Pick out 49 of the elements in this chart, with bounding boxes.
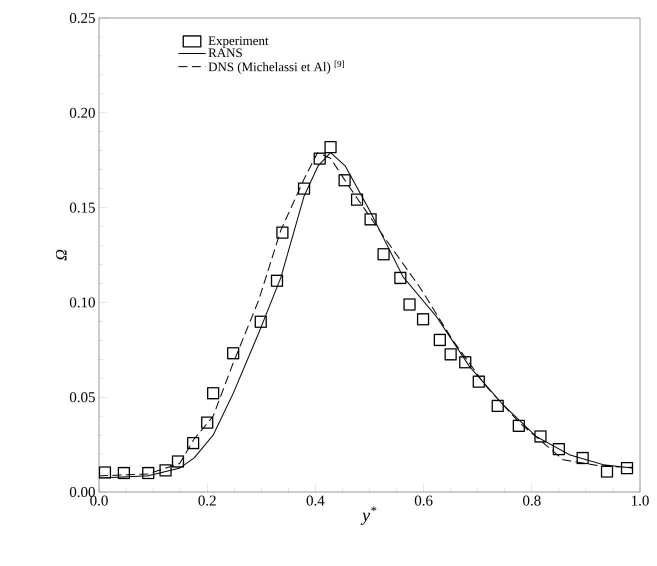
x-tick-label: 0.8 xyxy=(523,496,541,506)
point xyxy=(534,430,547,443)
x-axis-title: y$^{*}$ xyxy=(360,506,376,525)
y-tick-label: 0.10 xyxy=(70,297,95,308)
y-tick-label: 0.05 xyxy=(70,392,95,402)
y-tick-label: 0.00 xyxy=(70,486,95,498)
x-tick-label: 0.2 xyxy=(198,496,216,506)
point xyxy=(552,443,565,456)
point xyxy=(459,356,472,368)
point xyxy=(207,387,220,400)
point xyxy=(416,313,430,326)
point xyxy=(394,272,406,284)
y-axis-title: Ω xyxy=(56,250,66,260)
y-tick-label: 0.25 xyxy=(70,12,95,24)
point xyxy=(118,466,130,480)
y-tick-label: 0.15 xyxy=(70,202,95,213)
x-tick-label: 0.0 xyxy=(90,496,108,506)
point xyxy=(314,152,326,165)
point xyxy=(600,465,614,478)
point xyxy=(434,334,446,346)
legend-label: Experiment xyxy=(208,36,268,48)
point xyxy=(187,436,200,450)
y-tick-label: 0.20 xyxy=(70,108,95,118)
x-tick-label: 1.0 xyxy=(632,496,649,506)
point xyxy=(298,182,310,195)
point xyxy=(620,462,634,474)
point xyxy=(324,140,337,154)
x-tick-label: 0.4 xyxy=(306,496,325,506)
point xyxy=(201,416,214,429)
point xyxy=(576,452,589,464)
x-tick-label: 0.6 xyxy=(414,496,433,506)
point xyxy=(227,347,240,360)
point xyxy=(270,274,284,287)
point xyxy=(338,174,351,186)
point xyxy=(403,298,416,311)
point xyxy=(492,400,504,412)
point xyxy=(172,455,184,468)
point xyxy=(444,348,457,360)
point xyxy=(377,248,390,260)
point xyxy=(254,316,267,328)
point xyxy=(472,376,485,388)
point xyxy=(142,466,154,480)
point xyxy=(512,420,525,432)
point xyxy=(350,194,364,206)
legend-label: DNS (Michelassi et Al) $^{[9]}$ xyxy=(208,60,344,74)
legend-label: RANS xyxy=(208,48,242,58)
point xyxy=(364,213,377,226)
point xyxy=(276,226,289,239)
point xyxy=(159,464,172,477)
